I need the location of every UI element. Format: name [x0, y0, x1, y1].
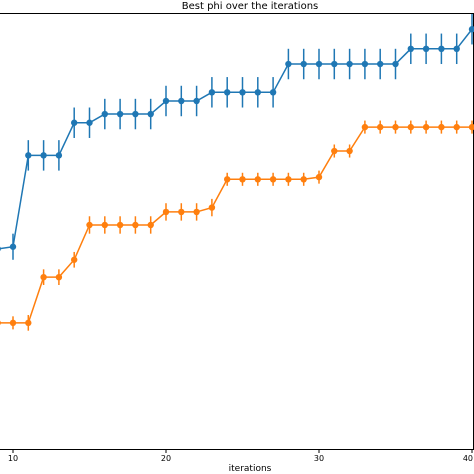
x-axis: 10 20 30 40 — [8, 449, 473, 463]
series-0-point — [239, 89, 246, 96]
series-1-point — [269, 176, 277, 183]
x-tick-label: 40 — [463, 454, 473, 463]
series-1-point — [346, 147, 353, 155]
series-0-point — [392, 60, 399, 68]
series-1-point — [178, 208, 185, 216]
chart-title: Best phi over the iterations — [182, 1, 319, 12]
series-1-line — [0, 126, 472, 324]
x-tick-label: 10 — [8, 454, 18, 463]
series-0-point — [468, 26, 474, 33]
series-1-point — [86, 221, 93, 229]
plot-area — [0, 14, 474, 331]
series-1-point — [377, 123, 384, 131]
series-1-point — [9, 319, 17, 327]
series-1-point — [71, 256, 78, 263]
series-1-point — [224, 176, 231, 183]
series-0-point — [453, 45, 460, 52]
series-1-point — [116, 221, 124, 229]
series-1-point — [422, 123, 430, 131]
series-0-point — [40, 152, 47, 159]
series-1-point — [453, 123, 460, 131]
series-1-point — [25, 319, 32, 327]
series-0-point — [438, 45, 445, 52]
series-0-point — [300, 60, 307, 68]
series-0-point — [178, 97, 185, 105]
x-tick-label: 30 — [314, 454, 324, 463]
series-0-point — [71, 119, 78, 126]
series-0-point — [147, 110, 154, 118]
x-axis-label: iterations — [229, 464, 272, 474]
series-1-point — [407, 123, 414, 131]
series-1-point — [0, 320, 1, 326]
series-1-point — [315, 173, 323, 181]
series-1 — [0, 120, 474, 331]
series-0-point — [162, 97, 170, 105]
series-0-point — [9, 243, 17, 250]
series-1-point — [132, 221, 139, 229]
x-tick-label: 20 — [161, 454, 171, 463]
series-0-point — [208, 89, 216, 96]
series-0-point — [331, 60, 338, 68]
series-0-point — [285, 60, 292, 68]
series-0-point — [346, 60, 353, 68]
series-1-point — [361, 123, 369, 131]
series-0-point — [269, 89, 277, 96]
series-1-point — [40, 273, 47, 281]
series-1-point — [101, 221, 109, 229]
series-1-point — [162, 208, 170, 216]
series-1-point — [468, 123, 474, 131]
series-1-point — [239, 176, 246, 183]
series-0-point — [116, 110, 124, 118]
series-1-point — [254, 176, 261, 183]
series-0-point — [224, 89, 231, 96]
series-1-point — [285, 176, 292, 183]
series-1-point — [392, 123, 399, 131]
series-1-point — [438, 123, 445, 131]
series-0-point — [315, 60, 323, 68]
series-0-point — [407, 45, 414, 52]
series-1-point — [300, 176, 307, 183]
series-0-point — [132, 110, 139, 118]
series-0-line — [0, 28, 473, 250]
series-0-point — [101, 110, 109, 118]
series-0-point — [86, 119, 93, 126]
series-1-point — [331, 147, 338, 155]
series-0-point — [55, 152, 63, 159]
series-0-point — [193, 97, 200, 105]
series-1-point — [147, 221, 154, 229]
series-0-point — [377, 60, 384, 68]
series-0-point — [0, 246, 1, 252]
series-0-point — [254, 89, 261, 96]
series-0-point — [25, 152, 32, 159]
series-0 — [0, 14, 474, 260]
series-1-point — [193, 208, 200, 216]
series-1-point — [208, 204, 216, 211]
series-0-point — [361, 60, 369, 68]
series-1-point — [55, 273, 63, 281]
series-0-point — [422, 45, 430, 52]
